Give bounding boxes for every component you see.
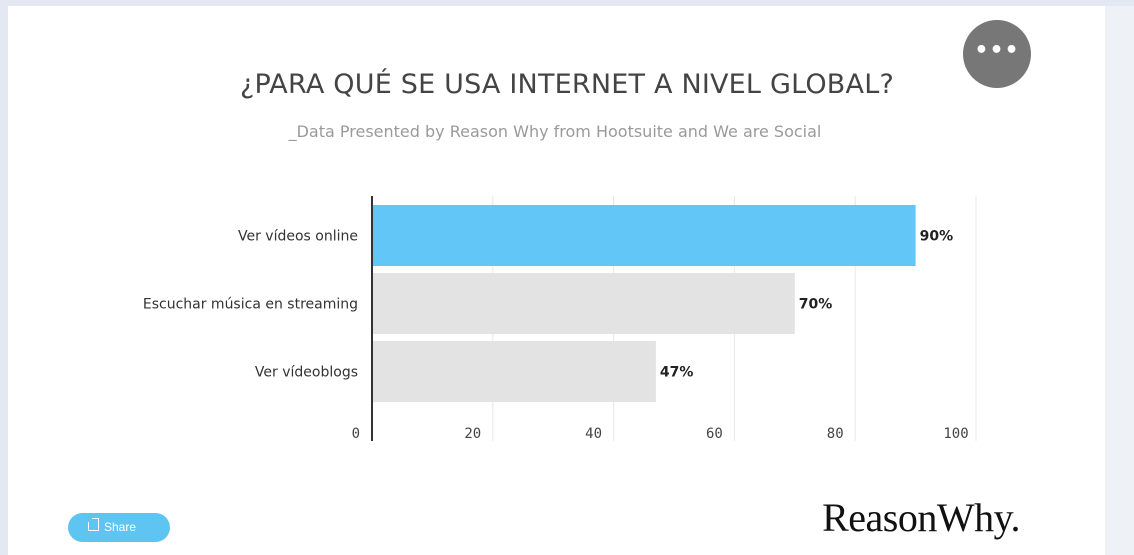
x-tick-label: 80 [827, 426, 844, 442]
x-tick-label: 100 [943, 426, 968, 442]
more-options-button[interactable]: ••• [963, 20, 1031, 88]
x-tick-label: 40 [585, 426, 602, 442]
bar [372, 341, 656, 402]
bar [372, 205, 916, 266]
bar [372, 273, 795, 334]
data-label: 90% [920, 229, 954, 245]
x-tick-label: 20 [464, 426, 481, 442]
reasonwhy-logo: ReasonWhy. [822, 495, 1020, 540]
category-label: Escuchar música en streaming [143, 297, 358, 313]
page-gutter [1105, 6, 1134, 555]
share-button[interactable]: Share [68, 513, 170, 542]
x-tick-label: 0 [352, 426, 360, 442]
share-icon [88, 518, 99, 531]
chart-subtitle: _Data Presented by Reason Why from Hoots… [288, 122, 822, 141]
chart-title: ¿PARA QUÉ SE USA INTERNET A NIVEL GLOBAL… [240, 69, 894, 100]
category-label: Ver vídeos online [238, 229, 358, 245]
share-label: Share [104, 520, 137, 534]
x-tick-label: 60 [706, 426, 723, 442]
data-label: 70% [799, 297, 833, 313]
data-label: 47% [660, 365, 694, 381]
category-label: Ver vídeoblogs [255, 365, 358, 381]
